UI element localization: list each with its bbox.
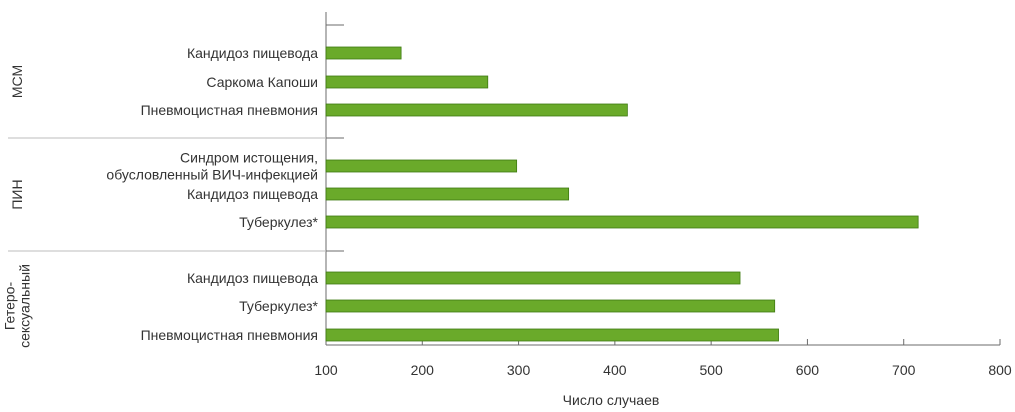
category-label-line: Синдром истощения, (180, 150, 318, 166)
category-label-line: обусловленный ВИЧ-инфекцией (106, 167, 318, 183)
category-label-line: Пневмоцистная пневмония (141, 327, 318, 343)
bar (325, 328, 779, 342)
x-tick-label: 800 (988, 362, 1012, 378)
category-label-line: Кандидоз пищевода (187, 186, 318, 202)
category-label: Кандидоз пищевода (187, 186, 318, 202)
x-tick-label: 100 (314, 362, 338, 378)
bar (325, 187, 570, 201)
group-label-line: ПИН (9, 179, 25, 209)
group-label-line: МСМ (9, 65, 25, 98)
group-label-line: Гетеро- (2, 282, 18, 331)
category-label: Пневмоцистная пневмония (141, 327, 318, 343)
category-label: Кандидоз пищевода (187, 45, 318, 61)
category-label: Туберкулез* (239, 214, 318, 230)
category-label-line: Туберкулез* (239, 298, 318, 314)
group-label-line: сексуальный (17, 264, 33, 348)
x-axis-title: Число случаев (563, 392, 660, 408)
category-label: Кандидоз пищевода (187, 270, 318, 286)
category-label-line: Туберкулез* (239, 214, 318, 230)
category-label-line: Пневмоцистная пневмония (141, 102, 318, 118)
category-label: Пневмоцистная пневмония (141, 102, 318, 118)
category-label-line: Кандидоз пищевода (187, 45, 318, 61)
bar (325, 159, 518, 173)
group-label: МСМ (9, 65, 25, 98)
category-label-line: Саркома Капоши (206, 74, 318, 90)
group-label: ПИН (9, 179, 25, 209)
bar (325, 271, 741, 285)
category-label: Синдром истощения, обусловленный ВИЧ-инфе… (106, 150, 318, 183)
bar (325, 46, 402, 60)
category-label-line: Кандидоз пищевода (187, 270, 318, 286)
x-tick-label: 200 (411, 362, 435, 378)
category-label: Саркома Капоши (206, 74, 318, 90)
category-label: Туберкулез* (239, 298, 318, 314)
group-label: Гетеро-сексуальный (2, 264, 33, 348)
x-tick-label: 600 (796, 362, 820, 378)
bar (325, 215, 919, 229)
bar (325, 299, 776, 313)
x-tick-label: 400 (603, 362, 627, 378)
x-tick-label: 300 (507, 362, 531, 378)
bar (325, 75, 489, 89)
bar (325, 103, 628, 117)
x-tick-label: 700 (892, 362, 916, 378)
x-tick-label: 500 (699, 362, 723, 378)
